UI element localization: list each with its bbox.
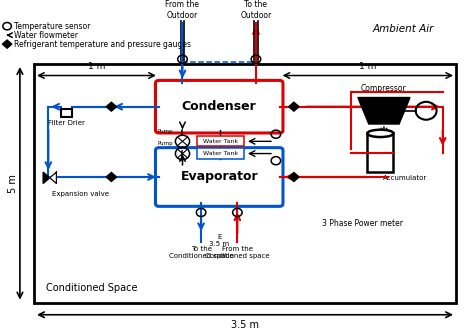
- Text: Pump: Pump: [157, 128, 173, 134]
- Polygon shape: [106, 102, 117, 111]
- Polygon shape: [43, 172, 50, 183]
- Ellipse shape: [367, 130, 393, 137]
- Text: 1 m: 1 m: [88, 62, 105, 71]
- Text: Filter Drier: Filter Drier: [48, 120, 85, 126]
- Text: 1 m: 1 m: [359, 62, 376, 71]
- Polygon shape: [289, 102, 299, 111]
- Bar: [61, 109, 72, 118]
- Text: To the
Outdoor: To the Outdoor: [240, 0, 272, 20]
- Text: Conditioned Space: Conditioned Space: [46, 283, 137, 293]
- Text: Water Tank: Water Tank: [203, 151, 238, 156]
- Polygon shape: [2, 40, 12, 48]
- Text: From the
Outdoor: From the Outdoor: [165, 0, 200, 20]
- Text: Pump: Pump: [157, 141, 173, 146]
- FancyBboxPatch shape: [155, 80, 283, 133]
- Text: Expansion valve: Expansion valve: [52, 191, 109, 197]
- Polygon shape: [106, 172, 117, 181]
- Text: Water Tank: Water Tank: [203, 139, 238, 144]
- Text: Ambient Air: Ambient Air: [372, 24, 434, 34]
- Polygon shape: [358, 98, 410, 124]
- Text: Evaporator: Evaporator: [181, 170, 258, 183]
- FancyBboxPatch shape: [155, 148, 283, 206]
- Polygon shape: [289, 172, 299, 181]
- Text: 3.5 m: 3.5 m: [231, 320, 259, 330]
- Text: 3 Phase Power meter: 3 Phase Power meter: [322, 219, 403, 228]
- Text: From the
Conditioned space: From the Conditioned space: [205, 246, 270, 259]
- Text: 5 m: 5 m: [8, 174, 18, 193]
- Text: Refrigerant temperature and pressure gauges: Refrigerant temperature and pressure gau…: [14, 40, 191, 49]
- Text: Temperature sensor: Temperature sensor: [14, 22, 91, 31]
- Polygon shape: [50, 172, 56, 183]
- Text: E
3.5 m: E 3.5 m: [209, 234, 229, 247]
- Bar: [197, 136, 244, 146]
- Text: Compressor: Compressor: [361, 84, 407, 93]
- Text: To the
Conditioned space: To the Conditioned space: [169, 246, 233, 259]
- Bar: [197, 149, 244, 159]
- Text: Condenser: Condenser: [182, 100, 256, 113]
- Bar: [34, 64, 456, 303]
- Text: Water flowmeter: Water flowmeter: [14, 31, 78, 40]
- Text: Accumulator: Accumulator: [383, 175, 427, 181]
- Bar: [367, 133, 393, 172]
